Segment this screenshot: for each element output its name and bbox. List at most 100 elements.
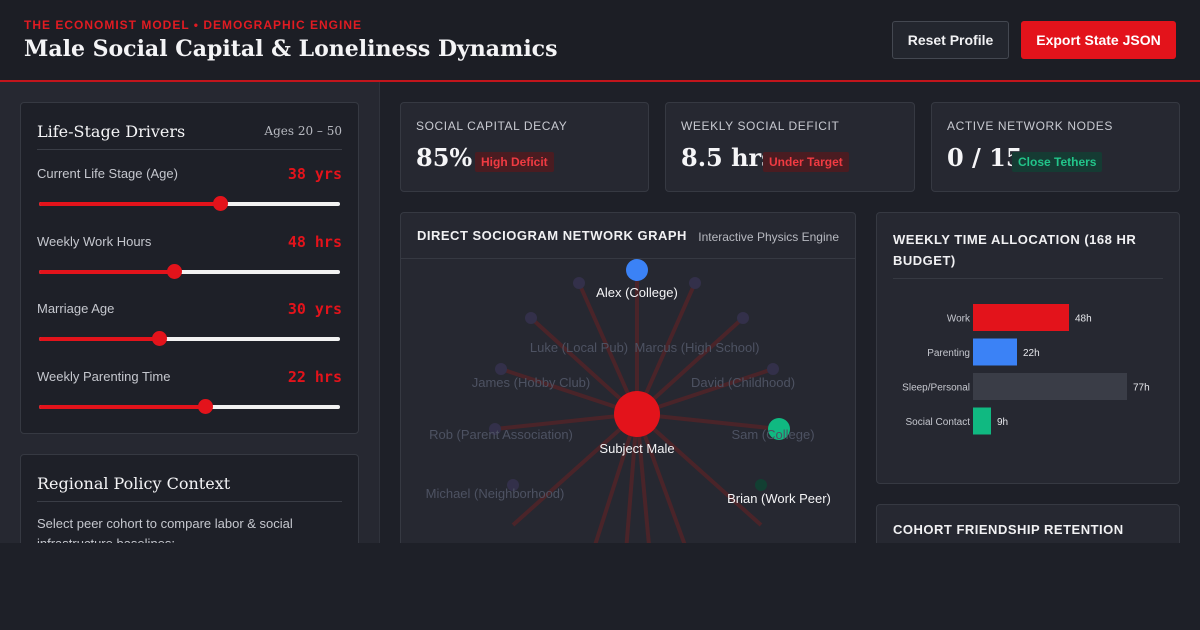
page-title: Male Social Capital & Loneliness Dynamic… (24, 36, 558, 62)
slider-fill (39, 337, 160, 341)
bar-category-label: Social Contact (906, 417, 971, 428)
kpi-weekly-social-deficit: WEEKLY SOCIAL DEFICIT 8.5 hrs Under Targ… (665, 102, 915, 192)
slider-fill (39, 405, 205, 409)
time-allocation-chart: Work 48h Parenting 22h Sleep/Personal 77h Soci… (902, 304, 1150, 435)
edge (635, 413, 652, 551)
bar-category-label: Work (947, 314, 971, 325)
bar (973, 373, 1127, 400)
header-kicker: THE ECONOMIST MODEL • DEMOGRAPHIC ENGINE (24, 18, 362, 32)
edge (591, 413, 639, 551)
node-label: James (Hobby Club) (472, 375, 591, 390)
sociogram-graph[interactable]: Alex (College) Marcus (High School) David … (401, 259, 856, 552)
slider-thumb[interactable] (197, 399, 213, 414)
network-node[interactable] (767, 363, 779, 375)
bar-category-label: Sleep/Personal (902, 383, 970, 394)
edge (624, 413, 639, 551)
slider-value: 48 hrs (287, 233, 342, 251)
time-allocation-card: WEEKLY TIME ALLOCATION (168 HR BUDGET) W… (876, 212, 1180, 484)
network-node[interactable] (755, 479, 767, 491)
slider-thumb[interactable] (152, 331, 168, 346)
edge (636, 412, 780, 431)
network-node[interactable] (573, 277, 585, 289)
network-node[interactable] (489, 423, 501, 435)
kpi-label: SOCIAL CAPITAL DECAY (416, 119, 568, 133)
slider-value: 38 yrs (287, 165, 342, 183)
bar (973, 407, 991, 435)
node-label: Alex (College) (596, 285, 678, 300)
network-node[interactable] (689, 277, 701, 289)
bar-value-label: 77h (1133, 383, 1150, 394)
slider-fill (39, 270, 175, 274)
node-label: Sam (College) (731, 427, 814, 442)
node-label: Luke (Local Pub) (530, 340, 628, 355)
time-allocation-title: WEEKLY TIME ALLOCATION (168 HR BUDGET) (893, 232, 1137, 268)
cohort-title: COHORT FRIENDSHIP RETENTION (893, 522, 1124, 537)
network-node[interactable] (495, 363, 507, 375)
kpi-active-network-nodes: ACTIVE NETWORK NODES 0 / 15 Close Tether… (931, 102, 1180, 192)
node-label: Brian (Work Peer) (727, 491, 831, 506)
slider-value: 30 yrs (287, 300, 342, 318)
edge (511, 412, 639, 527)
marriage-age-slider-row: Marriage Age 30 yrs (37, 300, 342, 361)
node-label: Marcus (High School) (635, 340, 760, 355)
network-node[interactable] (507, 479, 519, 491)
bar (973, 338, 1017, 366)
sociogram-title: DIRECT SOCIOGRAM NETWORK GRAPH (417, 228, 687, 243)
slider-value: 22 hrs (287, 368, 342, 386)
node-label: Michael (Neighborhood) (426, 486, 565, 501)
slider-label: Current Life Stage (Age) (37, 166, 178, 181)
work-hours-slider-row: Weekly Work Hours 48 hrs (37, 233, 342, 294)
edge (635, 413, 690, 551)
slider-thumb[interactable] (167, 264, 183, 279)
kpi-value: 8.5 hrs (681, 143, 775, 172)
slider-label: Weekly Parenting Time (37, 369, 171, 384)
policy-title: Regional Policy Context (37, 474, 231, 493)
edge (635, 282, 697, 415)
slider-label: Marriage Age (37, 301, 115, 316)
slider-label: Weekly Work Hours (37, 234, 152, 249)
edge (636, 367, 774, 416)
network-node[interactable] (626, 259, 648, 281)
drivers-age-range: Ages 20 – 50 (264, 124, 342, 138)
kpi-label: WEEKLY SOCIAL DEFICIT (681, 119, 840, 133)
slider-fill (39, 202, 220, 206)
kpi-label: ACTIVE NETWORK NODES (947, 119, 1114, 133)
network-node[interactable] (768, 418, 790, 440)
marriage-age-slider[interactable] (39, 331, 340, 346)
edge (494, 412, 638, 431)
bar (973, 304, 1069, 331)
edge (635, 412, 763, 527)
page-background (0, 543, 1200, 630)
edge (635, 316, 745, 416)
sociogram-card: DIRECT SOCIOGRAM NETWORK GRAPH Interacti… (400, 212, 856, 552)
app-header: THE ECONOMIST MODEL • DEMOGRAPHIC ENGINE… (0, 0, 1200, 82)
sociogram-header: DIRECT SOCIOGRAM NETWORK GRAPH Interacti… (401, 213, 855, 259)
subject-node[interactable] (614, 391, 660, 437)
drivers-title: Life-Stage Drivers (37, 122, 186, 141)
divider (37, 149, 342, 150)
reset-profile-button[interactable]: Reset Profile (892, 21, 1009, 59)
status-badge: Under Target (763, 152, 849, 172)
node-label: Rob (Parent Association) (429, 427, 573, 442)
main-panel: SOCIAL CAPITAL DECAY 85% High Deficit WE… (380, 82, 1200, 564)
edge (529, 316, 639, 416)
age-slider-row: Current Life Stage (Age) 38 yrs (37, 165, 342, 226)
export-state-button[interactable]: Export State JSON (1021, 21, 1176, 59)
edges (494, 270, 780, 551)
subject-label: Subject Male (599, 441, 674, 456)
kpi-value: 0 / 15 (947, 143, 1023, 172)
work-hours-slider[interactable] (39, 264, 340, 279)
slider-thumb[interactable] (212, 196, 228, 211)
bar-category-label: Parenting (927, 348, 970, 359)
kpi-value: 85% (416, 143, 473, 172)
sociogram-subtitle: Interactive Physics Engine (698, 230, 839, 244)
edge (577, 282, 639, 415)
divider (893, 278, 1163, 279)
status-badge: High Deficit (475, 152, 554, 172)
network-node[interactable] (525, 312, 537, 324)
parenting-time-slider[interactable] (39, 399, 340, 414)
divider (37, 501, 342, 502)
network-node[interactable] (737, 312, 749, 324)
age-slider[interactable] (39, 196, 340, 211)
kpi-social-capital-decay: SOCIAL CAPITAL DECAY 85% High Deficit (400, 102, 649, 192)
